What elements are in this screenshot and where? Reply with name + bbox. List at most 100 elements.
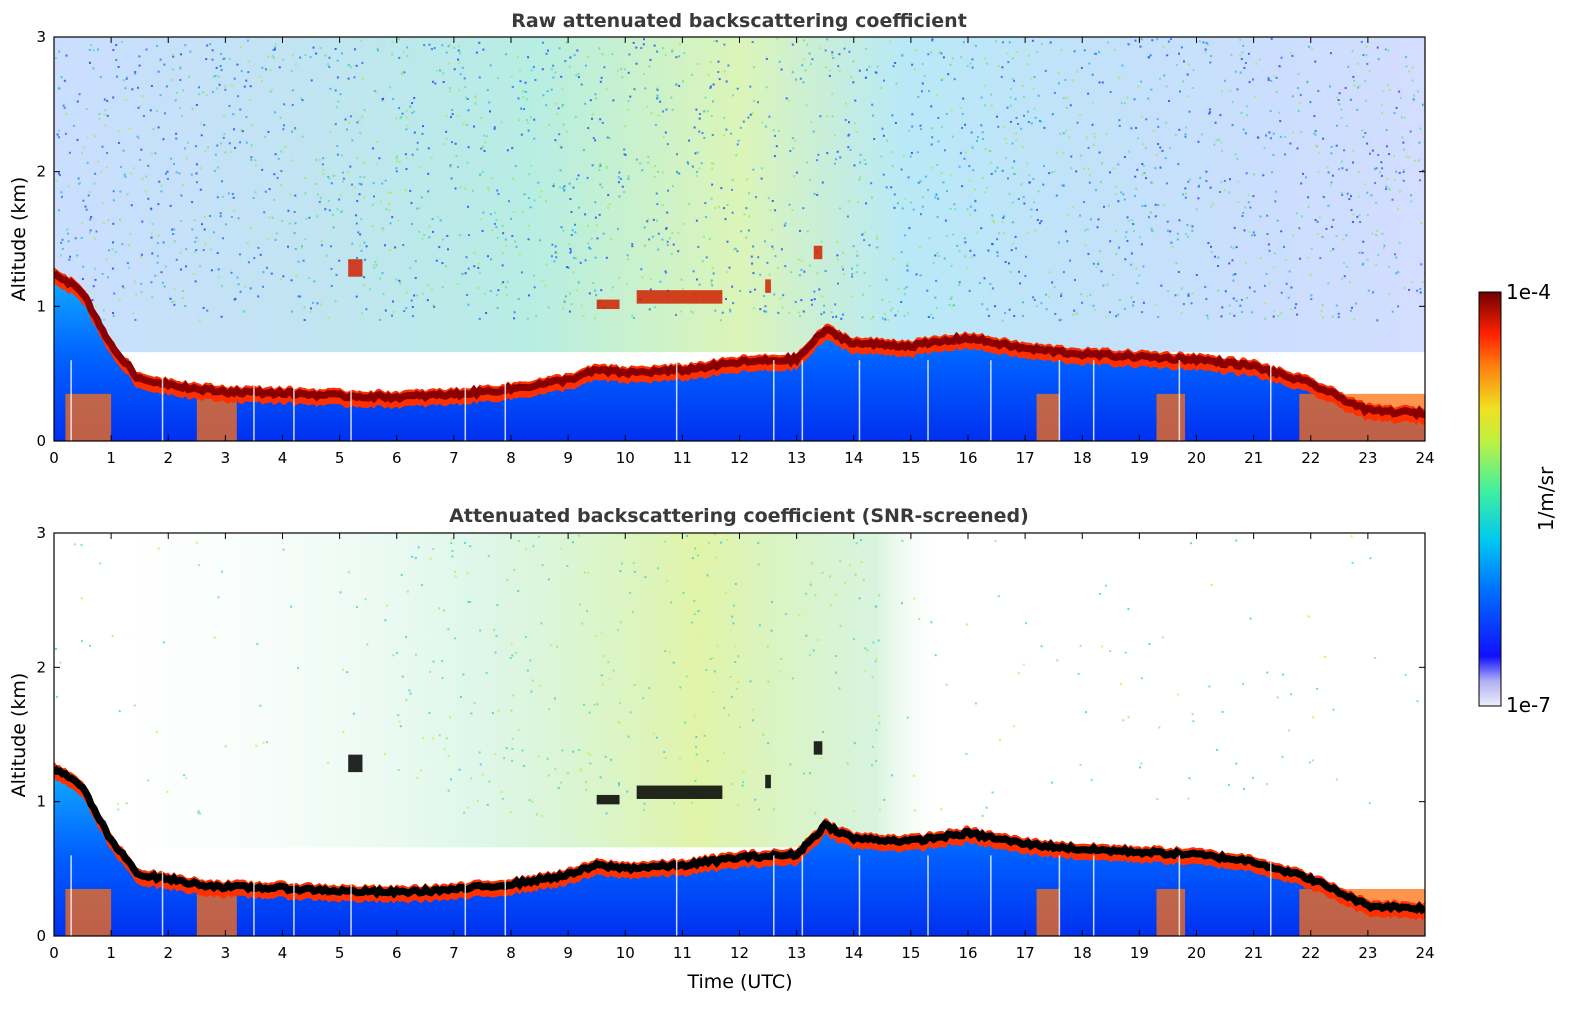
x-tick-label: 5 xyxy=(335,449,345,467)
cloud-layer xyxy=(636,290,723,304)
colorbar-scale xyxy=(1478,291,1502,707)
x-tick-label: 7 xyxy=(449,944,459,962)
x-tick-label: 19 xyxy=(1130,944,1149,962)
y-tick-label: 2 xyxy=(36,658,46,676)
x-axis-label: Time (UTC) xyxy=(686,971,792,993)
cloud-layer xyxy=(765,774,771,789)
x-tick-label: 23 xyxy=(1358,449,1377,467)
x-tick-label: 6 xyxy=(392,449,402,467)
sky-signal xyxy=(54,533,1425,848)
x-tick-label: 16 xyxy=(958,449,977,467)
boundary-layer-top xyxy=(54,270,1425,421)
colorbar-max-label: 1e-4 xyxy=(1506,280,1551,304)
x-tick-label: 20 xyxy=(1187,449,1206,467)
y-axis-raw: 0 1 2 3 xyxy=(36,28,1425,450)
x-tick-label: 1 xyxy=(106,449,116,467)
heatmap-screened xyxy=(54,533,1425,936)
x-tick-label: 21 xyxy=(1244,449,1263,467)
x-tick-label: 19 xyxy=(1130,449,1149,467)
x-tick-label: 0 xyxy=(49,449,59,467)
x-axis-screened: 0 1 2 3 4 5 6 7 8 9 10 11 12 13 14 15 16 17 18 19 20 21 22 23 24 xyxy=(49,533,1435,962)
x-tick-label: 16 xyxy=(958,944,977,962)
x-tick-label: 11 xyxy=(673,449,692,467)
panel-raw: Raw attenuated backscattering coefficien… xyxy=(8,10,1435,467)
aerosol-plume xyxy=(1036,393,1060,441)
x-tick-label: 3 xyxy=(221,944,231,962)
x-tick-label: 14 xyxy=(844,449,863,467)
colorbar-unit-label: 1/m/sr xyxy=(1534,466,1558,531)
x-tick-label: 4 xyxy=(278,449,288,467)
boundary-layer-region xyxy=(54,279,1425,441)
x-tick-label: 18 xyxy=(1073,944,1092,962)
colorbar-min-label: 1e-7 xyxy=(1506,693,1551,717)
boundary-layer-region xyxy=(54,774,1425,936)
x-tick-label: 12 xyxy=(730,449,749,467)
x-tick-label: 7 xyxy=(449,449,459,467)
x-tick-label: 18 xyxy=(1073,449,1092,467)
x-tick-label: 24 xyxy=(1415,449,1434,467)
x-tick-label: 22 xyxy=(1301,944,1320,962)
x-tick-label: 5 xyxy=(335,944,345,962)
x-tick-label: 22 xyxy=(1301,449,1320,467)
x-tick-label: 6 xyxy=(392,944,402,962)
x-tick-label: 13 xyxy=(787,449,806,467)
panel-title-screened: Attenuated backscattering coefficient (S… xyxy=(449,505,1029,527)
x-tick-label: 20 xyxy=(1187,944,1206,962)
aerosol-plume xyxy=(65,393,112,441)
panel-screened: Attenuated backscattering coefficient (S… xyxy=(8,505,1435,993)
x-tick-label: 23 xyxy=(1358,944,1377,962)
x-tick-label: 11 xyxy=(673,944,692,962)
aerosol-plume xyxy=(65,888,112,936)
y-axis-screened: 0 1 2 3 xyxy=(36,524,1425,945)
cloud-layer xyxy=(348,259,363,277)
x-tick-label: 4 xyxy=(278,944,288,962)
y-tick-label: 2 xyxy=(36,163,46,181)
cloud-layer xyxy=(765,279,771,293)
x-tick-label: 13 xyxy=(787,944,806,962)
cloud-layer xyxy=(636,785,723,799)
aerosol-plume xyxy=(1156,393,1186,441)
x-tick-label: 21 xyxy=(1244,944,1263,962)
noise-speckles xyxy=(54,37,1425,322)
colorbar: 1e-4 1e-7 1/m/sr xyxy=(1478,280,1558,717)
x-tick-label: 2 xyxy=(163,449,173,467)
sky-signal xyxy=(54,37,1425,353)
y-tick-label: 3 xyxy=(36,28,46,46)
cloud-layer xyxy=(813,245,823,260)
y-tick-label: 0 xyxy=(36,432,46,450)
cloud-layer xyxy=(596,794,620,805)
x-tick-label: 0 xyxy=(49,944,59,962)
cloud-layer xyxy=(813,741,823,755)
x-tick-label: 14 xyxy=(844,944,863,962)
y-tick-label: 0 xyxy=(36,927,46,945)
x-tick-label: 15 xyxy=(901,449,920,467)
y-tick-label: 1 xyxy=(36,793,46,811)
x-tick-label: 2 xyxy=(163,944,173,962)
x-tick-label: 17 xyxy=(1016,449,1035,467)
panel-title-raw: Raw attenuated backscattering coefficien… xyxy=(511,10,967,32)
y-axis-label: Altitude (km) xyxy=(8,673,30,798)
heatmap-raw xyxy=(54,37,1425,441)
aerosol-plume xyxy=(1036,888,1060,936)
noise-speckles xyxy=(55,533,1419,817)
x-tick-label: 9 xyxy=(563,944,573,962)
y-tick-label: 3 xyxy=(36,524,46,542)
x-tick-label: 8 xyxy=(506,944,516,962)
x-tick-label: 17 xyxy=(1016,944,1035,962)
y-tick-label: 1 xyxy=(36,297,46,315)
x-tick-label: 9 xyxy=(563,449,573,467)
x-tick-label: 15 xyxy=(901,944,920,962)
x-axis-raw: 0 1 2 3 4 5 6 7 8 9 10 11 12 13 14 15 16 17 18 19 20 21 22 23 24 xyxy=(49,37,1435,467)
cloud-layer xyxy=(348,754,363,773)
x-tick-label: 10 xyxy=(616,944,635,962)
cloud-layer xyxy=(596,299,620,310)
x-tick-label: 8 xyxy=(506,449,516,467)
boundary-layer-top xyxy=(54,765,1425,915)
x-tick-label: 1 xyxy=(106,944,116,962)
x-tick-label: 24 xyxy=(1415,944,1434,962)
x-tick-label: 3 xyxy=(221,449,231,467)
x-tick-label: 12 xyxy=(730,944,749,962)
y-axis-label: Altitude (km) xyxy=(8,177,30,302)
aerosol-plume xyxy=(1156,888,1186,936)
